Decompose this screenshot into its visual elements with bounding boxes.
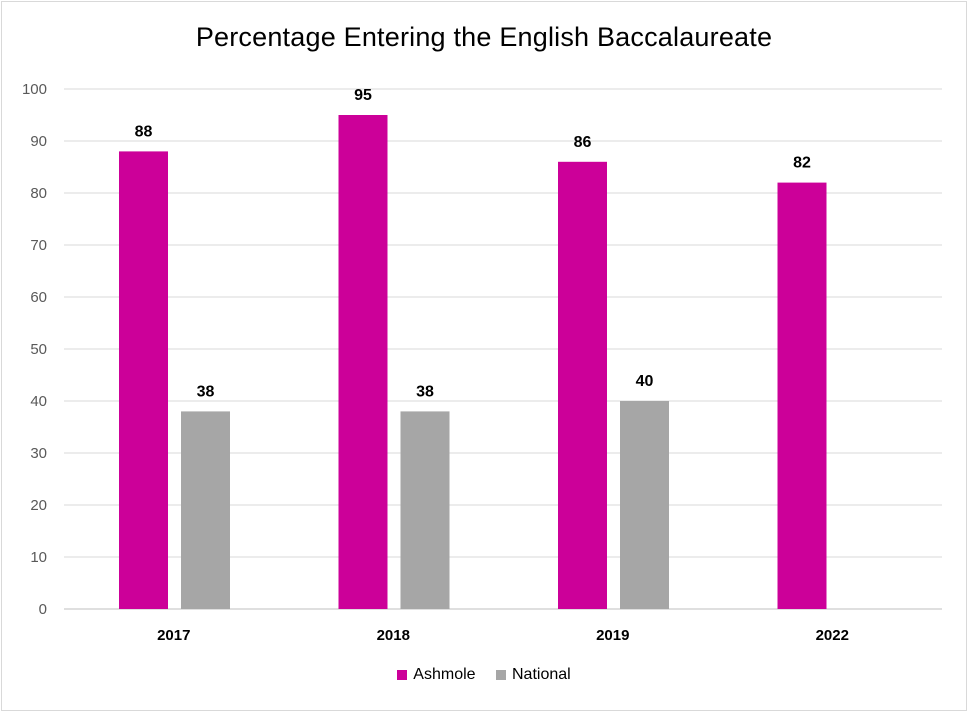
x-tick-label-2022: 2022 xyxy=(816,627,849,644)
legend-label-ashmole: Ashmole xyxy=(413,666,476,683)
bar-ashmole-2017 xyxy=(119,151,168,609)
legend-item-ashmole: Ashmole xyxy=(397,666,476,684)
data-label-national-2017: 38 xyxy=(197,383,215,400)
bar-national-2019 xyxy=(620,401,669,609)
y-tick-label-60: 60 xyxy=(30,289,47,306)
y-tick-label-50: 50 xyxy=(30,341,47,358)
y-tick-label-0: 0 xyxy=(39,601,47,618)
y-tick-label-40: 40 xyxy=(30,393,47,410)
y-tick-label-20: 20 xyxy=(30,497,47,514)
legend-label-national: National xyxy=(512,666,571,683)
chart-legend: Ashmole National xyxy=(0,666,968,685)
bar-ashmole-2018 xyxy=(338,115,388,609)
legend-swatch-ashmole xyxy=(397,670,408,680)
y-tick-label-70: 70 xyxy=(30,237,47,254)
data-label-ashmole-2022: 82 xyxy=(793,155,811,172)
x-tick-label-2017: 2017 xyxy=(157,627,190,644)
x-tick-label-2019: 2019 xyxy=(596,627,629,644)
data-label-ashmole-2018: 95 xyxy=(354,87,372,104)
y-tick-label-100: 100 xyxy=(22,81,47,98)
legend-swatch-national xyxy=(496,670,506,680)
y-tick-label-80: 80 xyxy=(30,185,47,202)
data-label-ashmole-2017: 88 xyxy=(135,123,153,140)
data-label-national-2018: 38 xyxy=(416,383,434,400)
bar-ashmole-2022 xyxy=(777,182,827,609)
chart-title: Percentage Entering the English Baccalau… xyxy=(195,22,773,52)
bar-national-2017 xyxy=(181,411,230,609)
x-tick-label-2018: 2018 xyxy=(377,627,410,644)
bar-national-2018 xyxy=(400,411,450,609)
y-tick-label-30: 30 xyxy=(30,445,47,462)
bar-ashmole-2019 xyxy=(558,161,607,610)
data-label-ashmole-2019: 86 xyxy=(574,134,592,151)
data-label-national-2019: 40 xyxy=(636,373,654,390)
y-tick-label-10: 10 xyxy=(30,549,47,566)
legend-item-national: National xyxy=(496,666,571,684)
y-tick-label-90: 90 xyxy=(30,133,47,150)
